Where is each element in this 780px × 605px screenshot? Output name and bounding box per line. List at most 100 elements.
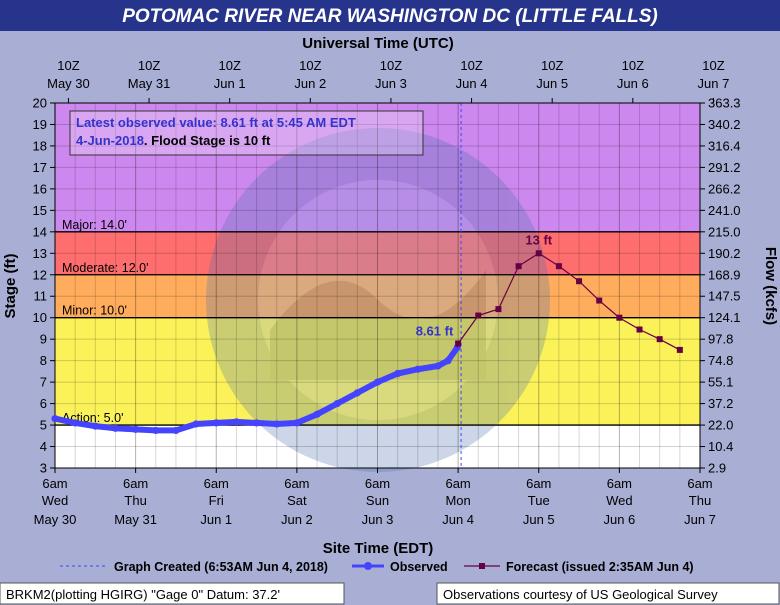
forecast-point [636,326,643,333]
legend-observed: Observed [390,560,448,574]
x-tick-date: May 31 [114,512,157,527]
x-tick-day: Wed [42,493,69,508]
legend-forecast: Forecast (issued 2:35AM Jun 4) [506,560,694,574]
x-tick-day: Sun [366,493,389,508]
legend-created: Graph Created (6:53AM Jun 4, 2018) [114,560,328,574]
observed-point [414,365,422,373]
top-tick-time: 10Z [380,58,402,73]
x-tick-time: 6am [204,476,229,491]
top-tick-time: 10Z [57,58,79,73]
observed-point [232,418,241,426]
top-tick-date: Jun 7 [698,76,730,91]
observed-point [152,426,160,435]
observed-point [394,369,402,378]
band-moderate [55,274,700,318]
y-tick-label: 4 [40,439,47,454]
legend-forecast-marker [479,563,485,569]
info-box-date: 4-Jun-2018 [76,133,144,148]
y-tick-label: 16 [33,181,47,196]
footer: BRKM2(plotting HGIRG) "Gage 0" Datum: 37… [0,582,780,605]
y-tick-label: 18 [33,138,47,153]
observed-point [252,419,261,427]
x-tick-time: 6am [42,476,67,491]
y-tick-label: 12 [33,267,47,282]
annotation-latest-observed: 8.61 ft [416,324,454,339]
x-tick-date: May 30 [34,512,77,527]
y-tick-label: 19 [33,117,47,132]
top-tick-time: 10Z [138,58,160,73]
y2-tick-label: 340.2 [708,117,741,132]
x-tick-day: Sat [287,493,307,508]
x-tick-day: Tue [528,493,550,508]
observed-point [293,419,301,427]
legend-observed-marker [364,562,372,570]
observed-point [71,419,79,427]
y2-tick-label: 147.5 [708,289,741,304]
y-tick-label: 13 [33,246,47,261]
top-tick-time: 10Z [460,58,482,73]
flood-category-lines [55,231,700,426]
forecast-point [515,263,522,270]
flood-label-moderate: Moderate: 12.0' [62,261,148,275]
top-tick-date: May 30 [47,76,90,91]
top-tick-date: Jun 2 [294,76,326,91]
chart-annotations: 8.61 ft 13 ft [416,232,553,338]
y2-tick-label: 190.2 [708,246,741,261]
y2-tick-label: 97.8 [708,332,733,347]
band-major [55,231,700,275]
top-tick-time: 10Z [299,58,321,73]
forecast-point [576,278,583,285]
observed-point [172,426,180,435]
y2-tick-label: 168.9 [708,267,741,282]
observed-point [353,389,361,397]
forecast-point [676,346,683,353]
y2-tick-label: 291.2 [708,160,741,175]
x-tick-date: Jun 4 [442,512,474,527]
x-tick-time: 6am [445,476,470,491]
y2-tick-label: 37.2 [708,396,733,411]
observed-point [111,424,120,432]
title-bar [0,0,780,31]
noaa-watermark-icon [206,128,550,472]
x-tick-time: 6am [526,476,551,491]
y2-tick-label: 10.4 [708,439,733,454]
top-axis-label: Universal Time (UTC) [302,35,453,52]
y2-tick-label: 124.1 [708,310,741,325]
top-tick-time: 10Z [218,58,240,73]
observed-point [51,415,59,423]
y2-tick-label: 22.0 [708,418,733,433]
y-axis-ticks: 3 4 5 6 7 8 9 10 11 12 13 14 15 16 17 18 19 20 [33,96,55,476]
y-tick-label: 9 [40,332,47,347]
x-tick-time: 6am [607,476,632,491]
y2-tick-label: 55.1 [708,375,733,390]
x-axis-ticks: 6am Wed May 30 6am Thu May 31 6am Fri Jun 1 6am Sa… [34,468,716,527]
top-tick-time: 10Z [622,58,644,73]
legend: Graph Created (6:53AM Jun 4, 2018) Obser… [60,560,694,574]
observed-point [91,422,99,430]
y2-tick-label: 266.2 [708,181,741,196]
flood-category-labels: Action: 5.0'Minor: 10.0'Moderate: 12.0'M… [62,218,148,425]
footer-courtesy: Observations courtesy of US Geological S… [443,587,718,602]
flood-label-minor: Minor: 10.0' [62,304,127,318]
page-title: POTOMAC RIVER NEAR WASHINGTON DC (LITTLE… [122,6,658,27]
info-box: Latest observed value: 8.61 ft at 5:45 A… [69,110,424,156]
y-tick-label: 14 [33,224,47,239]
band-minor-action [55,317,700,426]
x-tick-time: 6am [284,476,309,491]
top-tick-time: 10Z [702,58,724,73]
x-tick-date: Jun 7 [684,512,716,527]
observed-point [192,420,200,428]
observed-point [212,419,220,427]
footer-datum: BRKM2(plotting HGIRG) "Gage 0" Datum: 37… [6,587,280,602]
info-box-flood-stage: . Flood Stage is 10 ft [144,133,271,148]
x-tick-date: Jun 2 [281,512,313,527]
x-tick-date: Jun 6 [603,512,635,527]
y2-axis-ticks: 2.9 10.4 22.0 37.2 55.1 74.8 97.8 124.1 147.5 168… [700,96,741,476]
y-axis-label: Stage (ft) [2,254,19,319]
observed-point [373,378,382,386]
top-tick-date: Jun 4 [456,76,488,91]
y2-tick-label: 363.3 [708,96,741,111]
observed-point [273,420,281,428]
y-tick-label: 3 [40,461,47,476]
